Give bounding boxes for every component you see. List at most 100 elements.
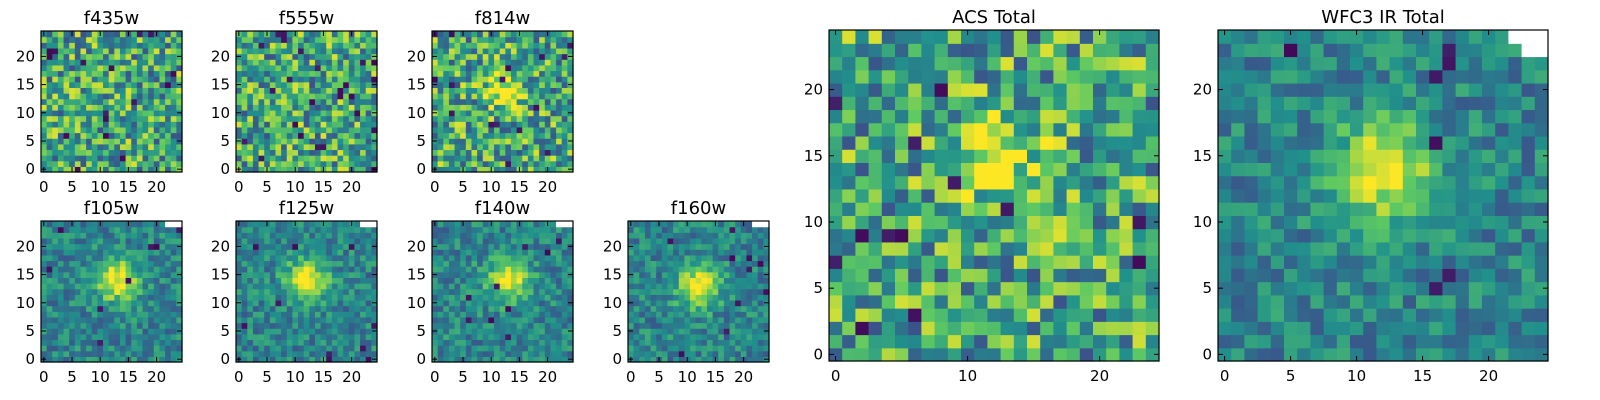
pixel-cell [326,87,333,94]
pixel-cell [142,104,149,111]
pixel-cell [57,98,65,105]
pixel-cell [639,328,646,335]
pixel-cell [729,316,736,324]
pixel-cell [881,294,896,309]
pixel-cell [448,155,456,162]
pixel-cell [437,115,444,122]
pixel-cell [522,160,529,167]
pixel-cell [309,126,316,134]
pixel-cell [80,132,87,139]
pixel-cell [556,288,563,295]
y-tick-label: 10 [211,294,230,312]
pixel-cell [57,322,65,329]
pixel-cell [176,98,183,105]
pixel-cell [241,305,248,312]
pixel-cell [252,109,260,117]
pixel-cell [544,288,552,295]
pixel-cell [252,76,260,83]
pixel-cell [695,243,702,250]
pixel-cell [729,254,736,262]
pixel-cell [961,175,975,190]
pixel-cell [516,47,523,55]
pixel-cell [561,311,568,318]
pixel-cell [527,42,535,49]
pixel-cell [539,277,546,284]
pixel-cell [499,226,506,233]
pixel-cell [320,237,327,245]
pixel-cell [556,333,563,341]
pixel-cell [292,311,299,318]
pixel-cell [74,221,82,228]
pixel-cell [752,232,759,239]
pixel-cell [494,237,501,245]
pixel-cell [460,254,467,262]
pixel-cell [360,115,367,122]
pixel-cell [298,149,305,156]
pixel-cell [97,232,104,239]
pixel-cell [499,76,506,83]
pixel-cell [465,226,473,233]
pixel-cell [57,87,65,94]
pixel-cell [103,98,110,105]
pixel-cell [343,76,350,83]
pixel-cell [314,311,322,318]
pixel-cell [52,328,59,335]
pixel-cell [516,277,523,284]
pixel-cell [443,132,450,139]
pixel-cell [170,104,177,111]
pixel-cell [247,277,254,284]
pixel-cell [108,333,115,341]
pixel-cell [718,333,725,341]
pixel-cell [63,232,70,239]
pixel-cell [331,115,339,122]
pixel-cell [477,316,484,324]
pixel-cell [320,254,327,262]
pixel-cell [712,339,719,346]
pixel-cell [108,149,115,156]
pixel-cell [533,243,540,250]
pixel-cell [80,109,87,117]
pixel-cell [125,109,132,117]
pixel-cell [527,104,535,111]
pixel-cell [331,260,339,267]
pixel-cell [159,47,166,55]
pixel-cell [80,277,87,284]
pixel-cell [292,350,299,357]
pixel-cell [510,121,518,128]
pixel-cell [1079,347,1094,362]
pixel-cell [723,328,731,335]
pixel-cell [80,64,87,72]
pixel-cell [170,350,177,357]
pixel-cell [494,98,501,105]
pixel-cell [252,254,260,262]
pixel-cell [360,104,367,111]
pixel-cell [119,47,127,55]
pixel-cell [52,260,59,267]
pixel-cell [252,339,260,346]
y-tick-label: 0 [220,160,230,178]
pixel-cell [114,76,121,83]
pixel-cell [656,266,663,273]
pixel-cell [165,31,172,38]
pixel-cell [142,299,149,307]
pixel-cell [454,271,461,278]
pixel-cell [1027,255,1041,269]
pixel-cell [159,98,166,105]
pixel-cell [69,143,76,151]
pixel-cell [527,121,535,128]
pixel-cell [252,232,260,239]
pixel-cell [505,64,512,72]
pixel-cell [326,42,333,49]
pixel-cell [829,255,843,269]
pixel-cell [247,221,254,228]
pixel-cell [443,356,450,363]
pixel-cell [757,283,764,290]
pixel-cell [471,305,478,312]
pixel-cell [165,260,172,267]
pixel-cell [80,93,87,100]
pixel-cell [1000,334,1015,349]
pixel-cell [477,47,484,55]
pixel-cell [667,350,674,357]
pixel-cell [1000,162,1015,177]
pixel-cell [247,53,254,60]
